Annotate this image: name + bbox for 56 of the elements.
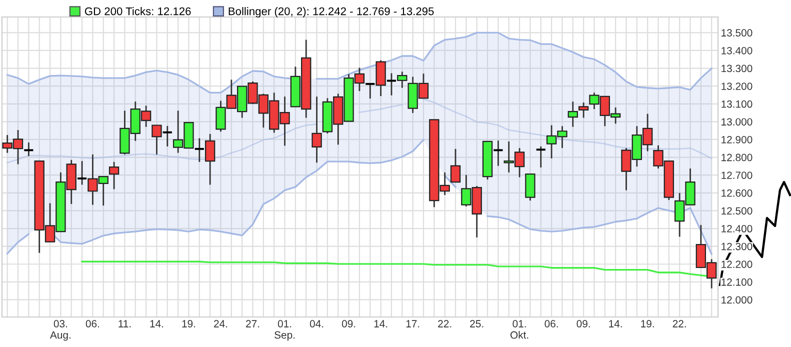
x-tick-label: 24.: [214, 320, 228, 328]
y-tick-label: 12.400: [722, 225, 752, 232]
candlestick: [397, 70, 408, 89]
x-tick-label: 06.: [86, 320, 99, 328]
y-tick-label: 12.100: [722, 278, 752, 286]
y-tick-label: 13.200: [722, 82, 752, 90]
y-tick-label: 12.000: [722, 296, 752, 304]
candlestick: [312, 96, 322, 164]
y-tick-label: 12.500: [722, 207, 752, 215]
x-tick-label: 25.: [470, 320, 484, 328]
y-tick-label: 12.800: [722, 154, 752, 162]
legend-label: Bollinger (20, 2): 12.242 - 12.769 - 13.295: [228, 7, 434, 18]
x-tick-label: 04.: [310, 320, 324, 328]
x-tick-label: 09.: [342, 320, 356, 328]
x-tick-label: 03. Aug.: [50, 320, 70, 341]
candlestick: [152, 124, 162, 156]
x-tick-label: 14.: [374, 320, 388, 328]
y-tick-label: 13.100: [722, 100, 752, 108]
candlestick: [535, 146, 546, 168]
x-tick-label: 19.: [182, 320, 196, 328]
y-tick-label: 12.600: [722, 189, 752, 197]
y-tick-label: 13.300: [722, 64, 752, 72]
candlestick: [578, 102, 589, 118]
y-tick-label: 12.900: [722, 136, 752, 144]
candlestick: [492, 140, 504, 167]
legend-label: GD 200 Ticks: 12.126: [84, 7, 191, 16]
y-tick-label: 12.700: [722, 172, 752, 179]
candlestick: [204, 133, 216, 186]
candlestick: [525, 173, 536, 202]
x-tick-label: 01. Sep.: [274, 320, 295, 341]
y-tick-label: 12.300: [722, 242, 752, 250]
x-tick-label: 17.: [406, 320, 420, 328]
y-tick-label: 12.200: [722, 260, 752, 268]
x-tick-label: 09.: [576, 320, 590, 328]
y-tick-label: 13.500: [722, 29, 752, 37]
x-tick-label: 27.: [246, 320, 260, 328]
candlestick: [76, 160, 88, 186]
y-tick-label: 13.400: [722, 46, 752, 54]
candlestick: [194, 138, 205, 163]
candlestick: [450, 148, 461, 183]
x-tick-label: 14.: [150, 320, 164, 328]
candlestick: [568, 100, 578, 128]
x-tick-label: 22.: [438, 320, 452, 328]
candlestick: [23, 142, 34, 157]
x-tick-label: 01. Okt.: [510, 320, 528, 339]
x-tick-label: 14.: [609, 320, 622, 328]
x-tick-label: 22.: [672, 320, 686, 328]
y-tick-label: 13.000: [722, 118, 752, 126]
candlestick: [364, 82, 376, 100]
candlestick: [386, 72, 397, 96]
candlestick: [162, 125, 173, 148]
candlestick: [108, 161, 120, 190]
x-tick-label: 11.: [118, 320, 131, 328]
x-tick-label: 06.: [544, 320, 558, 328]
candlestick: [376, 60, 386, 97]
x-tick-label: 19.: [641, 320, 654, 328]
